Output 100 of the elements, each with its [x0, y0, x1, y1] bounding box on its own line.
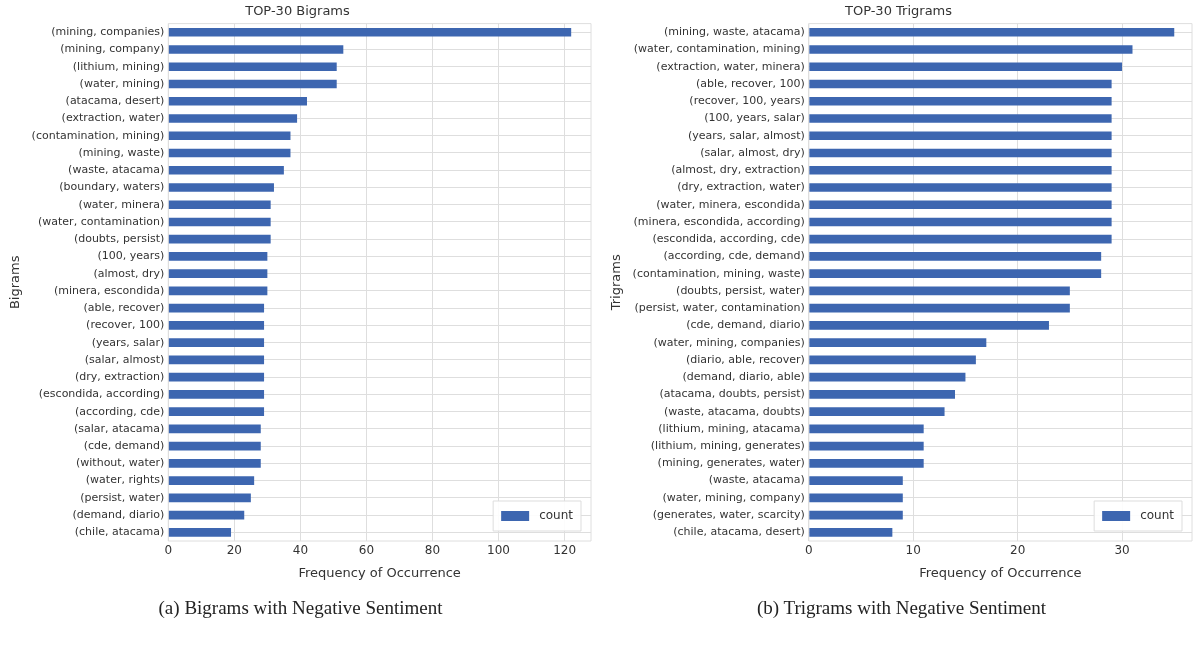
y-tick-label: (minera, escondida) [53, 283, 165, 297]
x-tick-label: 60 [358, 543, 375, 558]
bar [809, 114, 1112, 123]
bar [168, 372, 265, 382]
y-tick-label: (doubts, persist) [73, 232, 165, 246]
y-tick-label: (diario, able, recover) [685, 352, 805, 366]
bar [809, 148, 1112, 158]
y-tick-label: (able, recover) [83, 301, 165, 315]
bar [809, 390, 955, 399]
bar [809, 476, 903, 485]
bar [168, 131, 291, 141]
bar [809, 183, 1112, 192]
bar [168, 96, 307, 106]
bar [168, 79, 337, 89]
y-tick-label: (waste, atacama) [68, 163, 165, 177]
y-tick-label: (water, minera) [78, 197, 165, 211]
bar [168, 252, 268, 261]
bar [809, 372, 966, 382]
bar [809, 165, 1112, 175]
y-tick-label: (lithium, mining, atacama) [658, 421, 805, 435]
y-tick-label: (water, contamination) [38, 214, 165, 228]
y-tick-label: (cde, demand, diario) [686, 318, 805, 332]
bar [168, 269, 268, 278]
bar [809, 286, 1070, 296]
y-tick-label: (atacama, doubts, persist) [659, 387, 805, 401]
y-tick-label: (mining, generates, water) [657, 456, 805, 470]
bar [168, 338, 265, 347]
bar [168, 390, 265, 399]
bar [168, 476, 255, 485]
bar [809, 407, 945, 416]
y-tick-label: (dry, extraction, water) [677, 180, 805, 194]
y-tick-label: (chile, atacama, desert) [673, 525, 805, 539]
y-tick-label: (extraction, water) [61, 111, 165, 125]
x-tick-label: 40 [292, 543, 309, 558]
bar [809, 27, 1175, 37]
text: (b) Trigrams with Negative Sentiment [755, 597, 1048, 619]
y-tick-label: (water, contamination, mining) [633, 42, 805, 56]
y-tick-label: (water, rights) [85, 473, 165, 487]
x-tick-label: 120 [553, 543, 577, 558]
x-tick-label: 20 [1010, 543, 1026, 558]
bar [168, 424, 261, 434]
x-tick-label: 30 [1114, 543, 1130, 558]
x-tick-label: 80 [424, 543, 441, 558]
bar [168, 459, 261, 468]
x-tick-label: 100 [487, 543, 510, 558]
y-tick-label: (waste, atacama) [708, 473, 805, 487]
y-axis-title: Bigrams [7, 255, 23, 310]
bar [168, 493, 251, 503]
y-tick-label: (escondida, according, cde) [652, 232, 805, 246]
y-tick-label: (lithium, mining, generates) [650, 439, 805, 452]
bar [809, 441, 924, 451]
y-tick-label: (cde, demand) [83, 439, 165, 452]
bar [168, 217, 271, 227]
y-tick-label: (according, cde) [75, 404, 165, 418]
y-tick-label: (boundary, waters) [59, 180, 165, 194]
bar [809, 131, 1112, 141]
y-tick-label: (escondida, according) [38, 387, 165, 401]
bar [168, 200, 271, 209]
text: (a) Bigrams with Negative Sentiment [157, 597, 444, 619]
bar [809, 96, 1112, 106]
y-tick-label: (doubts, persist, water) [676, 283, 805, 297]
y-tick-label: (recover, 100, years) [689, 94, 805, 108]
bar [809, 459, 924, 468]
y-tick-label: (salar, almost) [84, 352, 165, 366]
bar [168, 45, 344, 54]
bar [168, 321, 265, 330]
x-axis-title: Frequency of Occurrence [919, 564, 1082, 580]
bar [168, 441, 261, 451]
y-tick-label: (contamination, mining) [31, 128, 165, 142]
bar [809, 321, 1049, 330]
bar [168, 62, 337, 72]
y-tick-label: (years, salar) [91, 335, 165, 349]
bar [809, 510, 903, 520]
bar [809, 303, 1070, 313]
bar [809, 200, 1112, 209]
chart-title: TOP-30 Trigrams [843, 3, 953, 19]
legend-label: count [539, 508, 574, 523]
y-tick-label: (water, mining) [79, 76, 165, 90]
y-tick-label: (years, salar, almost) [687, 128, 805, 142]
bar [168, 510, 245, 520]
bar [809, 269, 1102, 278]
y-tick-label: (salar, atacama) [73, 421, 165, 435]
y-tick-label: (generates, water, scarcity) [652, 507, 805, 521]
y-tick-label: (100, years, salar) [704, 111, 805, 125]
x-tick-label: 0 [805, 543, 813, 558]
y-tick-label: (almost, dry, extraction) [671, 163, 805, 177]
y-tick-label: (able, recover, 100) [696, 76, 805, 90]
bar [809, 338, 987, 347]
y-tick-label: (extraction, water, minera) [656, 59, 805, 73]
y-tick-label: (recover, 100) [86, 318, 165, 332]
y-tick-label: (atacama, desert) [65, 94, 165, 108]
bar [168, 27, 572, 37]
bar [809, 424, 924, 434]
bar [168, 286, 268, 296]
y-tick-label: (water, mining, companies) [653, 335, 805, 349]
bar [809, 79, 1112, 89]
x-axis-title: Frequency of Occurrence [298, 564, 461, 580]
x-tick-label: 20 [226, 543, 242, 558]
y-tick-label: (mining, waste, atacama) [663, 25, 805, 39]
y-tick-label: (demand, diario) [72, 507, 165, 521]
